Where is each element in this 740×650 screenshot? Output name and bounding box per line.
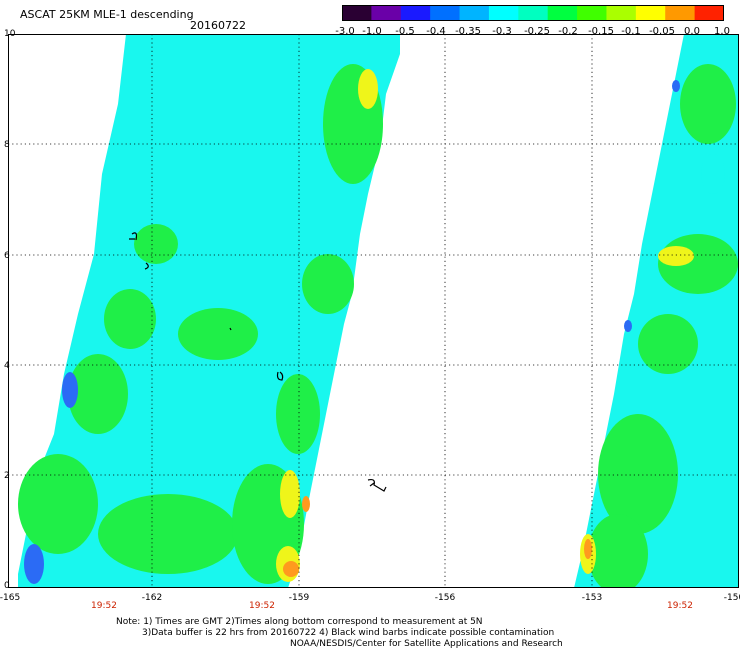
wind-speed-patch bbox=[598, 414, 678, 534]
wind-speed-patch bbox=[302, 496, 310, 512]
colorbar-segment bbox=[694, 5, 724, 21]
wind-speed-patch bbox=[672, 80, 680, 92]
colorbar-segment bbox=[342, 5, 372, 21]
longitude-label: -162 bbox=[141, 593, 163, 603]
colorbar-label: -0.5 bbox=[395, 26, 415, 37]
wind-speed-patch bbox=[624, 320, 632, 332]
colorbar-segment bbox=[488, 5, 519, 21]
wind-barb bbox=[144, 262, 149, 270]
wind-map[interactable] bbox=[8, 34, 739, 588]
wind-speed-patch bbox=[302, 254, 354, 314]
colorbar-segment bbox=[665, 5, 696, 21]
colorbar-label: -0.3 bbox=[492, 26, 512, 37]
wind-speed-patch bbox=[701, 154, 725, 194]
colorbar-label: 0.0 bbox=[684, 26, 700, 37]
colorbar-label: -0.1 bbox=[621, 26, 641, 37]
longitude-label: -150 bbox=[723, 593, 740, 603]
colorbar-segment bbox=[430, 5, 461, 21]
wind-speed-patch bbox=[280, 470, 300, 518]
pass-time-label: 19:52 bbox=[249, 601, 275, 611]
colorbar-label: -3.0 bbox=[335, 26, 355, 37]
colorbar-label: -0.2 bbox=[558, 26, 578, 37]
note-line-3: NOAA/NESDIS/Center for Satellite Applica… bbox=[290, 639, 563, 649]
colorbar-label: -0.4 bbox=[426, 26, 446, 37]
wind-speed-patch bbox=[68, 354, 128, 434]
wind-speed-patch bbox=[134, 224, 178, 264]
latitude-label: 0 bbox=[4, 581, 10, 591]
colorbar-segment bbox=[606, 5, 637, 21]
latitude-label: 4 bbox=[4, 361, 10, 371]
colorbar-segment bbox=[577, 5, 607, 21]
wind-speed-patch bbox=[62, 372, 78, 408]
longitude-label: -156 bbox=[434, 593, 456, 603]
colorbar-label: -1.0 bbox=[362, 26, 382, 37]
latitude-label: 6 bbox=[4, 251, 10, 261]
pass-time-label: 19:52 bbox=[667, 601, 693, 611]
latitude-label: 2 bbox=[4, 471, 10, 481]
wind-speed-patch bbox=[588, 514, 648, 588]
colorbar-segment bbox=[547, 5, 578, 21]
latitude-label: 10 bbox=[4, 29, 16, 39]
chart-title: ASCAT 25KM MLE-1 descending bbox=[20, 8, 194, 21]
chart-date: 20160722 bbox=[190, 19, 246, 32]
wind-speed-patch bbox=[18, 454, 98, 554]
note-line-1: Note: 1) Times are GMT 2)Times along bot… bbox=[116, 617, 483, 627]
colorbar-segment bbox=[518, 5, 549, 21]
wind-speed-patch bbox=[358, 69, 378, 109]
wind-speed-patch bbox=[98, 494, 238, 574]
colorbar-segment bbox=[371, 5, 402, 21]
latitude-label: 8 bbox=[4, 140, 10, 150]
colorbar bbox=[342, 5, 724, 21]
wind-speed-patch bbox=[638, 314, 698, 374]
wind-speed-patch bbox=[104, 289, 156, 349]
wind-barb bbox=[367, 478, 387, 492]
wind-barb bbox=[129, 232, 138, 241]
wind-speed-patch bbox=[283, 561, 299, 577]
colorbar-segment bbox=[459, 5, 490, 21]
colorbar-label: 1.0 bbox=[714, 26, 730, 37]
wind-speed-patch bbox=[680, 64, 736, 144]
wind-barb bbox=[276, 371, 284, 381]
wind-speed-patch bbox=[584, 539, 592, 559]
pass-time-label: 19:52 bbox=[91, 601, 117, 611]
wind-speed-patch bbox=[276, 374, 320, 454]
wind-barb bbox=[229, 327, 232, 331]
note-line-2: 3)Data buffer is 22 hrs from 20160722 4)… bbox=[142, 628, 555, 638]
longitude-label: -153 bbox=[581, 593, 603, 603]
colorbar-label: -0.05 bbox=[649, 26, 675, 37]
longitude-label: -159 bbox=[288, 593, 310, 603]
wind-speed-patch bbox=[24, 544, 44, 584]
wind-speed-patch bbox=[658, 246, 694, 266]
colorbar-segment bbox=[635, 5, 666, 21]
colorbar-segment bbox=[400, 5, 431, 21]
colorbar-label: -0.35 bbox=[455, 26, 481, 37]
wind-speed-patch bbox=[178, 308, 258, 360]
colorbar-label: -0.15 bbox=[588, 26, 614, 37]
longitude-label: -165 bbox=[0, 593, 21, 603]
colorbar-label: -0.25 bbox=[524, 26, 550, 37]
